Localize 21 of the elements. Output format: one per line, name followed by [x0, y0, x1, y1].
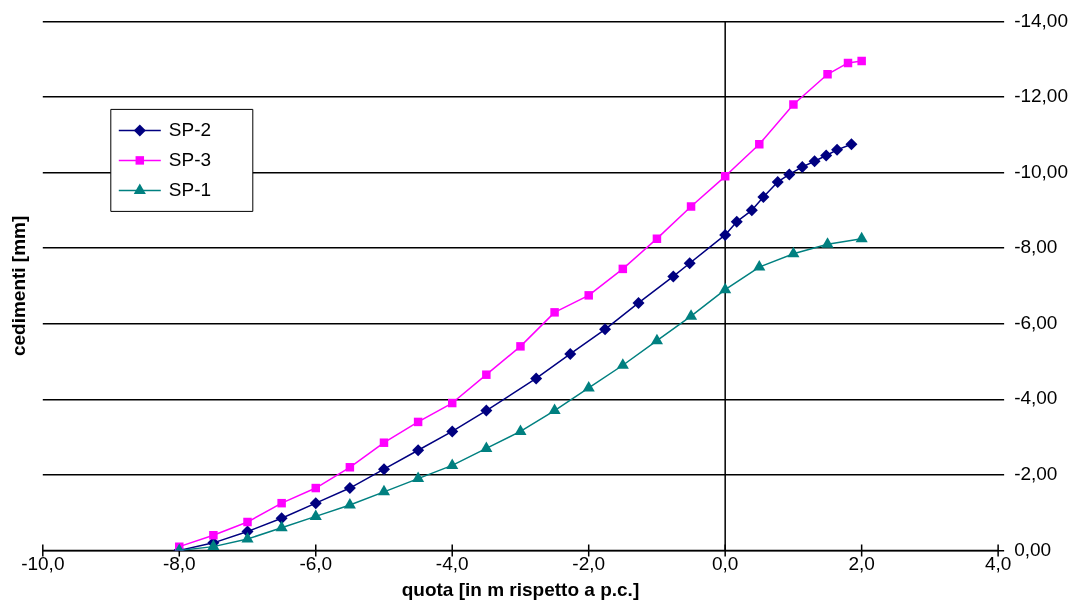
legend-label: SP-3 — [168, 148, 212, 170]
y-tick-label: -8,00 — [1014, 236, 1058, 258]
x-axis-title: quota [in m rispetto a p.c.] — [401, 578, 640, 600]
y-tick-label: -6,00 — [1014, 311, 1058, 333]
y-tick-label: -10,00 — [1014, 160, 1068, 182]
legend-label: SP-2 — [168, 118, 212, 140]
y-tick-label: -14,00 — [1014, 9, 1068, 31]
y-tick-label: 0,00 — [1014, 538, 1052, 560]
x-tick-label: -6,0 — [299, 553, 333, 575]
y-axis-title: cedimenti [mm] — [7, 215, 29, 357]
y-tick-label: -2,00 — [1014, 463, 1058, 485]
legend-label: SP-1 — [168, 178, 212, 200]
x-tick-label: 0,0 — [711, 553, 739, 575]
x-tick-label: -10,0 — [21, 553, 65, 575]
x-tick-label: 4,0 — [984, 553, 1012, 575]
x-tick-label: -8,0 — [162, 553, 196, 575]
y-tick-label: -12,00 — [1014, 85, 1068, 107]
x-tick-label: -2,0 — [572, 553, 606, 575]
y-tick-label: -4,00 — [1014, 387, 1058, 409]
x-tick-label: 2,0 — [848, 553, 875, 575]
x-tick-label: -4,0 — [435, 553, 469, 575]
